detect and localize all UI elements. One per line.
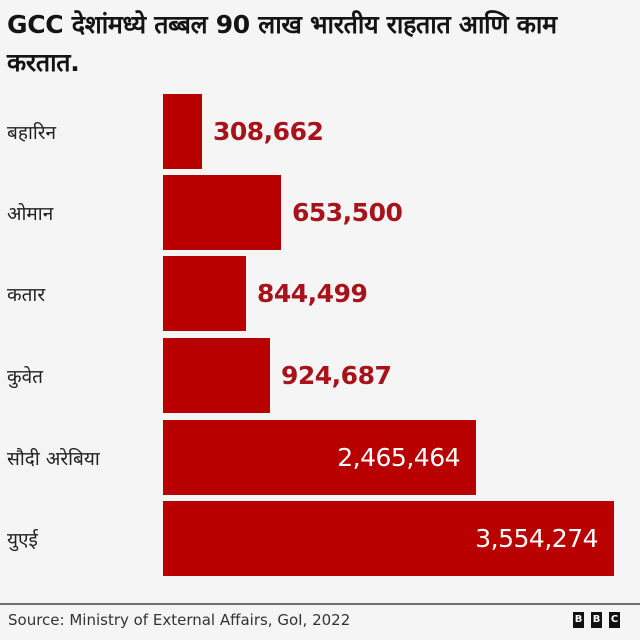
bbc-logo-letter: B	[573, 612, 584, 628]
bar	[163, 94, 202, 169]
value-label: 844,499	[257, 279, 368, 308]
category-label: ओमान	[7, 202, 54, 225]
chart-title: GCC देशांमध्ये तब्बल 90 लाख भारतीय राहता…	[7, 10, 557, 77]
bar-row: सौदी अरेबिया 2,465,464	[0, 420, 640, 495]
value-label: 924,687	[281, 361, 392, 390]
bar-row: कुवेत 924,687	[0, 338, 640, 413]
bar: 2,465,464	[163, 420, 476, 495]
source-note: Source: Ministry of External Affairs, Go…	[8, 611, 351, 629]
bar-row: बहारिन 308,662	[0, 94, 640, 169]
bar-chart: बहारिन 308,662 ओमान 653,500 कतार 844,499…	[0, 94, 640, 576]
category-label: कुवेत	[7, 365, 43, 388]
value-label: 3,554,274	[475, 524, 598, 553]
category-label: बहारिन	[7, 121, 57, 144]
value-label: 2,465,464	[337, 443, 460, 472]
bbc-logo-letter: B	[591, 612, 602, 628]
bar	[163, 256, 246, 331]
value-label: 653,500	[292, 198, 403, 227]
footer-divider	[0, 603, 640, 605]
bar	[163, 338, 270, 413]
bar-row: कतार 844,499	[0, 256, 640, 331]
category-label: कतार	[7, 283, 46, 306]
bbc-logo: B B C	[573, 612, 620, 628]
category-label: सौदी अरेबिया	[7, 447, 100, 470]
bbc-logo-letter: C	[609, 612, 620, 628]
value-label: 308,662	[213, 117, 324, 146]
category-label: युएई	[7, 528, 38, 551]
bar-row: युएई 3,554,274	[0, 501, 640, 576]
bar: 3,554,274	[163, 501, 614, 576]
bar-row: ओमान 653,500	[0, 175, 640, 250]
bar	[163, 175, 281, 250]
